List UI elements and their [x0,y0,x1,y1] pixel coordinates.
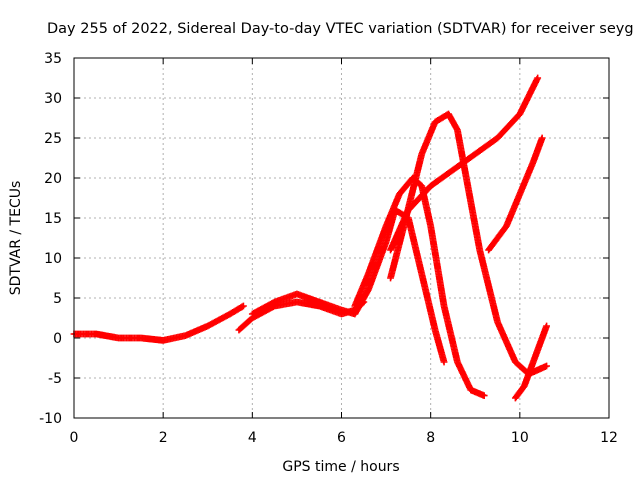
series-trace-1 [70,302,247,344]
x-tick-label: 10 [511,430,529,446]
x-tick-label: 0 [70,430,79,446]
x-tick-label: 12 [600,430,618,446]
axis-ticks: 0 2 4 6 8 10 12 -10 -5 0 5 10 15 20 25 30 35 [39,51,618,446]
data-point [543,322,550,330]
y-tick-label: 15 [44,211,62,227]
x-tick-label: 4 [248,430,257,446]
y-tick-label: 5 [53,291,62,307]
data-point [534,74,542,82]
y-tick-label: -5 [48,371,62,387]
series-trace-3 [248,206,448,366]
x-tick-label: 8 [426,430,435,446]
data-points [70,74,550,402]
y-tick-label: 35 [44,51,62,67]
y-tick-label: 30 [44,91,62,107]
y-tick-label: 10 [44,251,62,267]
data-point [538,134,546,142]
x-tick-label: 6 [337,430,346,446]
grid [74,58,609,418]
data-point [240,302,247,310]
data-point [543,362,550,370]
x-tick-label: 2 [159,430,168,446]
y-tick-label: -10 [39,411,62,427]
y-tick-label: 20 [44,171,62,187]
chart-title: Day 255 of 2022, Sidereal Day-to-day VTE… [47,21,634,37]
data-point [440,358,448,366]
series-trace-2 [235,298,368,334]
x-axis-label: GPS time / hours [282,459,399,475]
y-tick-label: 0 [53,331,62,347]
data-point [480,392,488,399]
series-trace-6 [387,74,542,254]
y-axis-label: SDTVAR / TECUs [8,181,24,296]
series-trace-7 [485,134,546,254]
y-tick-label: 25 [44,131,62,147]
series-trace-8 [511,322,550,402]
